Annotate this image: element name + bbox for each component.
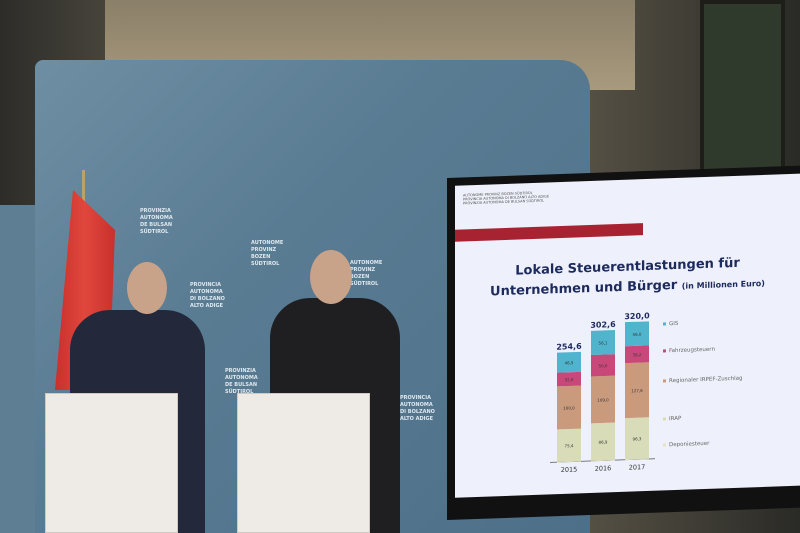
bar-segment-regionaler-irpef-zuschlag-2016	[591, 375, 615, 424]
bar-segment-deponiesteuer-2017	[625, 458, 649, 461]
legend-entry: Deponiesteuer	[669, 441, 710, 448]
legend-entry: IRAP	[669, 416, 682, 422]
segment-label: 127,8	[631, 388, 643, 393]
bar-segment-fahrzeugsteuern-2017	[625, 345, 649, 364]
total-label-2016: 302,6	[590, 320, 616, 330]
x-tick-2015: 2015	[561, 465, 578, 474]
legend-swatch	[663, 443, 666, 447]
bar-segment-regionaler-irpef-zuschlag-2017	[625, 362, 649, 419]
segment-label: 109,0	[597, 397, 609, 402]
bar-segment-gis-2017	[625, 321, 649, 347]
bar-segment-irap-2017	[625, 417, 649, 460]
bar-segment-fahrzeugsteuern-2015	[557, 371, 581, 387]
banner-text: PROVINZIA AUTONOMA DE BULSAN SÜDTIROL	[140, 208, 173, 235]
bar-segment-regionaler-irpef-zuschlag-2015	[557, 385, 581, 430]
legend-swatch	[663, 417, 666, 421]
segment-label: 32,0	[565, 377, 574, 382]
banner-text: PROVINCIA AUTONOMA DI BOLZANO ALTO ADIGE	[400, 395, 435, 422]
legend-swatch	[663, 322, 666, 326]
lectern-right	[237, 393, 370, 533]
banner-text: AUTONOME PROVINZ BOZEN SÜDTIROL	[350, 260, 383, 287]
stacked-bar-chart: 75,4 100,0 32,0 46,5 254,6 2015 86,9 109,0 50,0 5…	[550, 311, 743, 474]
speaker-right-head	[310, 250, 352, 304]
lectern-left	[45, 393, 178, 533]
presentation-slide: AUTONOME PROVINZ BOZEN SÜDTIROL PROVINCIA…	[455, 173, 800, 498]
legend-swatch	[663, 349, 666, 353]
segment-label: 50,0	[599, 363, 608, 368]
banner-text: PROVINZIA AUTONOMA DE BULSAN SÜDTIROL	[225, 368, 258, 395]
bar-segment-deponiesteuer-2015	[557, 461, 581, 463]
bar-segment-irap-2015	[557, 428, 581, 462]
segment-label: 75,4	[565, 443, 574, 448]
legend-entry: GIS	[669, 321, 679, 327]
tv-monitor: AUTONOME PROVINZ BOZEN SÜDTIROL PROVINCIA…	[447, 165, 800, 520]
legend-entry: Regionaler IRPEF-Zuschlag	[669, 376, 743, 385]
segment-label: 86,9	[599, 439, 608, 444]
bar-segment-gis-2016	[591, 330, 615, 355]
bar-segment-deponiesteuer-2016	[591, 459, 615, 462]
segment-label: 100,0	[563, 405, 575, 410]
segment-label: 56,1	[599, 340, 608, 345]
banner-text: PROVINCIA AUTONOMA DI BOLZANO ALTO ADIGE	[190, 282, 225, 309]
bar-segment-fahrzeugsteuern-2016	[591, 354, 615, 377]
bar-segment-irap-2016	[591, 422, 615, 461]
total-label-2017: 320,0	[624, 311, 650, 321]
segment-label: 96,3	[633, 436, 642, 441]
segment-label: 46,5	[565, 360, 574, 365]
segment-label: 39,2	[633, 352, 642, 357]
banner-text: AUTONOME PROVINZ BOZEN SÜDTIROL	[251, 240, 284, 267]
bar-segment-gis-2015	[557, 351, 581, 373]
legend-swatch	[663, 379, 666, 383]
legend-entry: Fahrzeugsteuern	[669, 347, 715, 355]
total-label-2015: 254,6	[556, 342, 582, 352]
x-tick-2017: 2017	[629, 463, 646, 472]
speaker-left-head	[127, 262, 167, 314]
window	[700, 0, 785, 180]
backdrop-left	[0, 205, 35, 533]
segment-label: 56,0	[633, 332, 642, 337]
x-tick-2016: 2016	[595, 464, 612, 473]
